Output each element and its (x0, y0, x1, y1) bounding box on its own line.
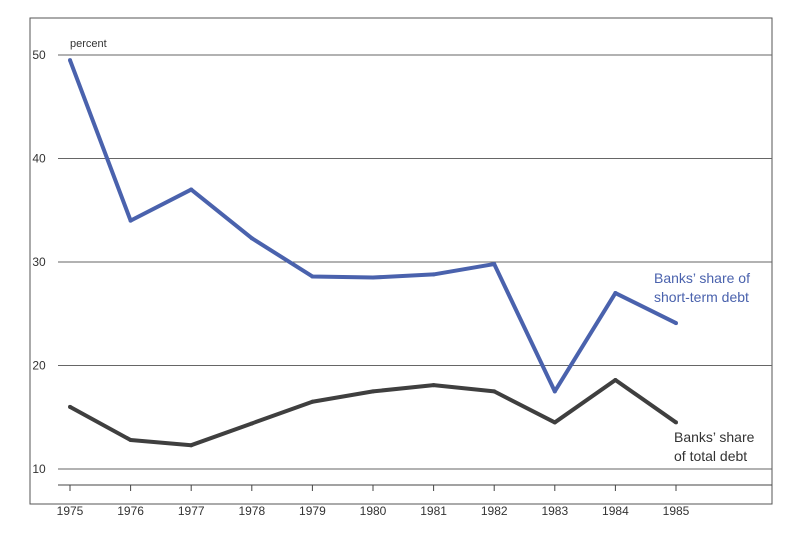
data-point (68, 58, 72, 63)
y-tick-label: 30 (32, 255, 46, 269)
y-tick-label: 40 (32, 152, 46, 166)
data-point (310, 274, 315, 279)
y-tick-label: 20 (32, 359, 46, 373)
data-point (68, 404, 72, 409)
series-label-short-term-line-1: Banks’ share of (654, 270, 750, 286)
series-group (68, 58, 678, 448)
x-tick-label: 1976 (117, 504, 144, 518)
x-tick-label: 1981 (420, 504, 447, 518)
data-point (674, 321, 678, 326)
y-tick-label: 50 (32, 48, 46, 62)
y-tick-label: 10 (32, 462, 46, 476)
x-tick-label: 1984 (602, 504, 629, 518)
data-point (371, 389, 375, 394)
data-point (371, 275, 375, 280)
x-tick-label: 1983 (541, 504, 568, 518)
x-tick-label: 1980 (360, 504, 387, 518)
series-label-total-line-1: Banks’ share (674, 429, 755, 445)
plot-frame (29, 17, 773, 505)
data-point (674, 420, 678, 425)
data-point (249, 421, 254, 426)
series-label-short-term: Banks’ share of short-term debt (654, 270, 754, 305)
x-tick-label: 1978 (238, 504, 265, 518)
gridlines (58, 54, 772, 470)
data-point (552, 389, 557, 394)
data-point (613, 291, 618, 296)
data-point (310, 399, 315, 404)
x-axis: 1975 1976 1977 1978 1979 1980 1981 1982 1983 1984… (57, 484, 772, 518)
y-axis-ticks: 50 40 30 20 10 (32, 48, 46, 476)
x-tick-label: 1982 (481, 504, 508, 518)
data-point (189, 443, 194, 448)
series-line-short-term-debt (68, 59, 677, 394)
data-point (431, 383, 436, 388)
x-tick-label: 1977 (178, 504, 205, 518)
x-tick-label: 1975 (57, 504, 84, 518)
series-label-total: Banks’ share of total debt (674, 429, 758, 464)
data-point (128, 438, 133, 443)
y-unit-label: percent (70, 38, 107, 50)
data-point (189, 187, 194, 192)
data-point (552, 420, 557, 425)
x-tick-label: 1979 (299, 504, 326, 518)
series-label-short-term-line-2: short-term debt (654, 289, 749, 305)
data-point (128, 218, 133, 223)
data-point (249, 236, 254, 241)
data-point (431, 272, 436, 277)
data-point (492, 389, 497, 394)
x-tick-label: 1985 (663, 504, 690, 518)
data-point (492, 262, 497, 267)
series-label-total-line-2: of total debt (674, 448, 747, 464)
data-point (613, 377, 618, 382)
